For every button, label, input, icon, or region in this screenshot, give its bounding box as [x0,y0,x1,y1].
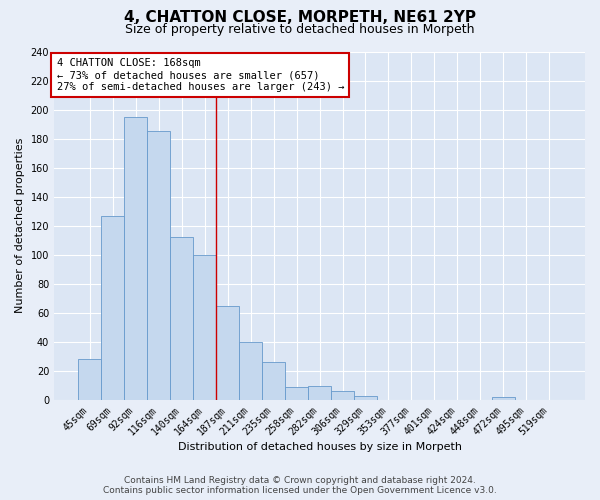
Bar [492,397,515,400]
Bar [193,255,216,400]
Bar [331,392,354,400]
Y-axis label: Number of detached properties: Number of detached properties [15,138,25,314]
Bar [285,387,308,400]
Bar [101,216,124,400]
Bar [170,238,193,400]
Text: 4 CHATTON CLOSE: 168sqm
← 73% of detached houses are smaller (657)
27% of semi-d: 4 CHATTON CLOSE: 168sqm ← 73% of detache… [56,58,344,92]
Bar [239,342,262,400]
Text: 4, CHATTON CLOSE, MORPETH, NE61 2YP: 4, CHATTON CLOSE, MORPETH, NE61 2YP [124,10,476,25]
Text: Size of property relative to detached houses in Morpeth: Size of property relative to detached ho… [125,22,475,36]
Bar [354,396,377,400]
Bar [262,362,285,400]
Bar [147,132,170,400]
Bar [308,386,331,400]
Text: Contains HM Land Registry data © Crown copyright and database right 2024.
Contai: Contains HM Land Registry data © Crown c… [103,476,497,495]
Bar [124,117,147,400]
Bar [216,306,239,400]
Bar [78,360,101,400]
X-axis label: Distribution of detached houses by size in Morpeth: Distribution of detached houses by size … [178,442,461,452]
